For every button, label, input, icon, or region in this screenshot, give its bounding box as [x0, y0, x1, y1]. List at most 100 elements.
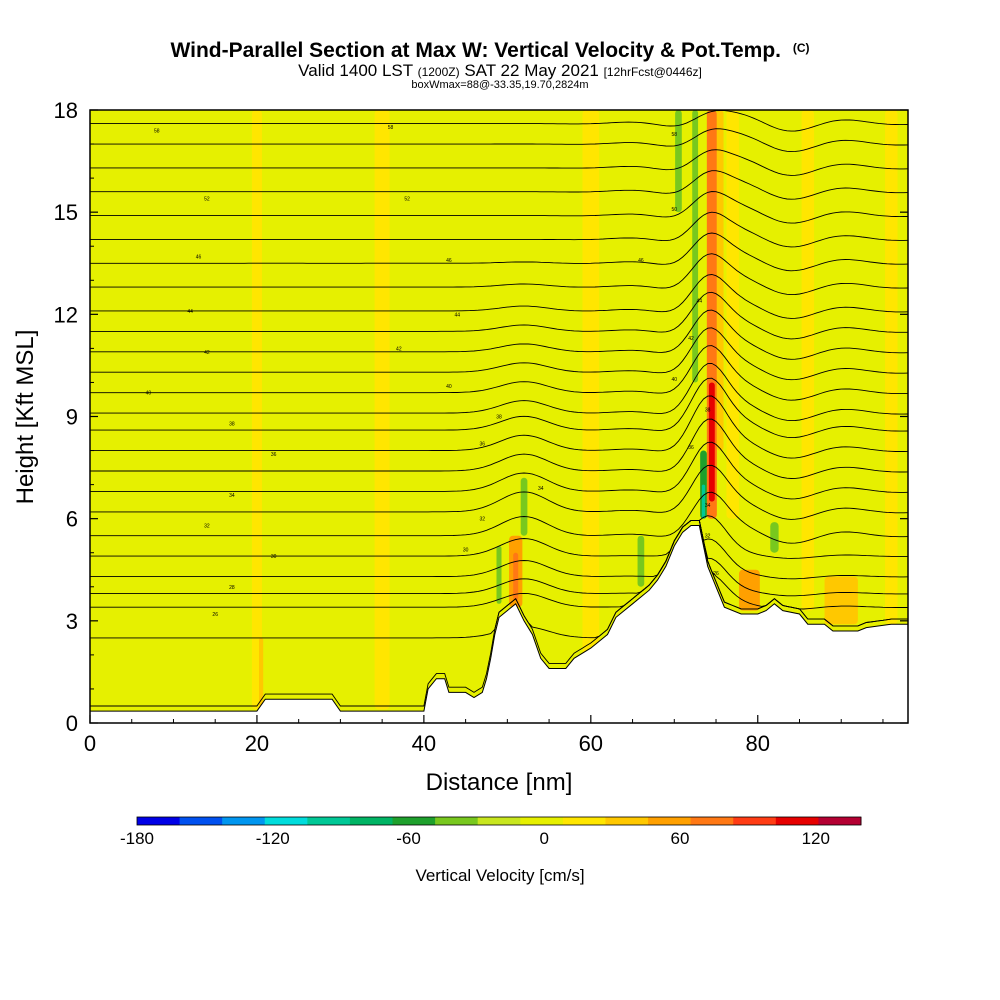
contour-label: 58 — [154, 128, 160, 134]
x-tick-label: 20 — [245, 731, 269, 756]
isentrope-line — [90, 309, 908, 360]
colorbar-tick-label: -120 — [256, 829, 290, 848]
contour-label: 50 — [672, 207, 678, 213]
vv-feature — [259, 637, 264, 706]
colorbar-swatch — [392, 817, 436, 825]
contour-label: 46 — [446, 258, 452, 264]
vv-feature — [513, 552, 519, 601]
isentrope-line — [90, 377, 908, 439]
contour-label: 52 — [204, 197, 210, 203]
vv-feature — [824, 576, 858, 625]
x-tick-label: 60 — [579, 731, 603, 756]
colorbar-swatch — [690, 817, 734, 825]
x-tick-label: 0 — [84, 731, 96, 756]
isentrope-line — [90, 519, 908, 580]
vv-feature — [738, 569, 760, 611]
isentrope-line — [90, 253, 908, 296]
isentrope-line — [90, 191, 908, 224]
vertical-velocity-field — [251, 110, 898, 710]
x-axis: 0 20 40 60 80 — [84, 715, 884, 756]
vv-feature — [726, 110, 739, 519]
isentrope-line — [90, 128, 908, 153]
colorbar-label: Vertical Velocity [cm/s] — [415, 866, 584, 885]
vv-feature — [374, 110, 390, 710]
contour-label: 34 — [229, 493, 235, 499]
y-axis-label: Height [Kft MSL] — [12, 330, 39, 505]
x-axis-label: Distance [nm] — [426, 769, 573, 796]
plot-area: 58 58 58 52 52 50 46 46 46 44 44 44 42 42 42 40 40 40 38 38… — [90, 110, 908, 723]
isentrope-line — [90, 464, 908, 520]
contour-label: 34 — [705, 503, 711, 509]
contour-label: 58 — [388, 125, 394, 131]
isentrope-line — [90, 418, 908, 479]
isentrope-line — [90, 149, 908, 176]
colorbar-swatch — [349, 817, 394, 825]
isentrope-line — [90, 519, 908, 610]
terrain-mask — [90, 525, 908, 723]
contour-label: 32 — [705, 534, 711, 540]
y-tick-label: 3 — [66, 609, 78, 634]
colorbar: -180 -120 -60 0 60 120 — [120, 816, 862, 848]
contour-label: 36 — [688, 445, 694, 451]
contour-label: 42 — [204, 350, 210, 356]
vv-feature — [675, 110, 682, 213]
contour-label: 26 — [713, 571, 719, 577]
vv-feature — [885, 110, 898, 625]
colorbar-swatch — [775, 817, 819, 825]
contour-label: 30 — [271, 554, 277, 560]
contour-label: 32 — [480, 517, 486, 523]
isentrope-line — [90, 274, 908, 319]
chart-subtitle-2: boxWmax=88@-33.35,19.70,2824m — [411, 79, 588, 91]
isentrope-line — [90, 515, 908, 559]
isentrope-line — [90, 110, 908, 132]
vv-feature — [251, 110, 262, 710]
contour-label: 40 — [446, 384, 452, 390]
colorbar-swatch — [818, 817, 862, 825]
colorbar-swatch — [605, 817, 649, 825]
contour-label: 28 — [229, 585, 235, 591]
isentrope-line — [90, 345, 908, 401]
isentrope-line — [90, 395, 908, 459]
contour-label: 42 — [688, 336, 694, 342]
colorbar-swatch — [477, 817, 521, 825]
colorbar-swatch — [435, 817, 479, 825]
isentrope-line — [90, 170, 908, 200]
contour-label: 32 — [204, 523, 210, 529]
vv-feature — [496, 545, 502, 604]
vv-feature — [520, 477, 528, 536]
y-tick-label: 0 — [66, 711, 78, 736]
x-tick-label: 80 — [746, 731, 770, 756]
colorbar-tick-label: 60 — [671, 829, 690, 848]
contour-label: 46 — [638, 258, 644, 264]
y-tick-label: 12 — [54, 302, 78, 327]
chart-title: Wind-Parallel Section at Max W: Vertical… — [170, 39, 809, 62]
contour-label: 40 — [672, 377, 678, 383]
isentrope-line — [90, 519, 908, 597]
y-tick-label: 15 — [54, 200, 78, 225]
isentrope-line — [90, 362, 908, 422]
colorbar-tick-label: 120 — [802, 829, 830, 848]
vv-feature — [701, 484, 706, 519]
contour-label: 30 — [463, 547, 469, 553]
colorbar-swatch — [733, 817, 777, 825]
vv-feature — [716, 110, 724, 451]
colorbar-swatch — [179, 817, 223, 825]
vv-feature — [770, 522, 779, 553]
vv-feature — [801, 110, 815, 611]
y-tick-label: 6 — [66, 507, 78, 532]
colorbar-swatch — [520, 817, 564, 825]
contour-label: 36 — [480, 442, 486, 448]
contour-label: 26 — [212, 612, 218, 618]
vv-feature — [582, 110, 600, 655]
y-tick-label: 9 — [66, 405, 78, 430]
isentrope-line — [90, 232, 908, 272]
colorbar-tick-label: -60 — [396, 829, 421, 848]
colorbar-frame — [136, 816, 862, 826]
contour-label: 46 — [196, 254, 202, 260]
colorbar-swatch — [264, 817, 308, 825]
isentrope-contours — [90, 110, 908, 707]
contour-label: 38 — [496, 415, 502, 421]
isentrope-line — [90, 211, 908, 248]
contour-label: 52 — [404, 197, 410, 203]
contour-label: 38 — [705, 408, 711, 414]
